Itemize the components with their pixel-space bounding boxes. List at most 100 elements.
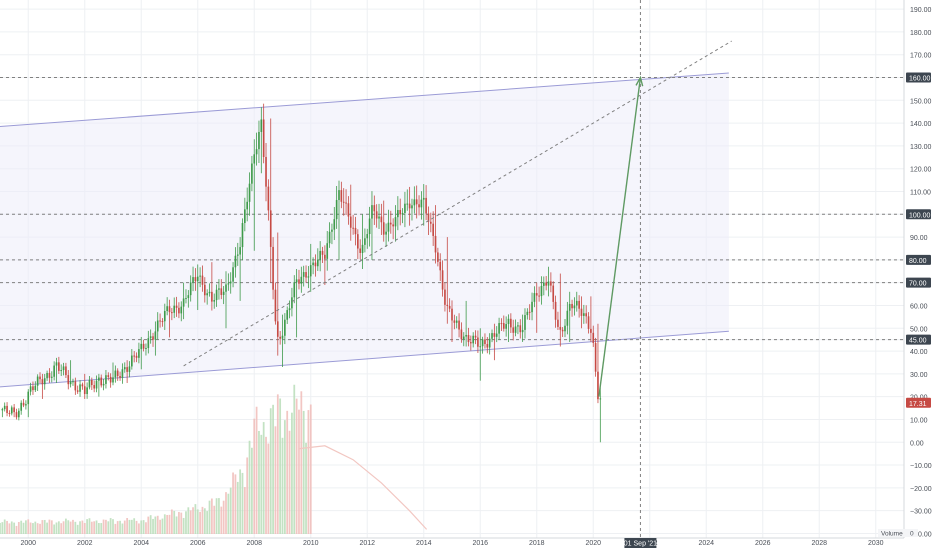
candle-body — [481, 339, 484, 347]
volume-bar — [185, 511, 187, 534]
candle-body — [458, 320, 460, 330]
candle-body — [460, 329, 463, 340]
candle-body — [535, 293, 538, 296]
volume-bar — [121, 523, 124, 534]
candle-body — [203, 284, 206, 296]
volume-bar — [293, 384, 296, 534]
candle-body — [288, 308, 291, 311]
candle-body — [225, 284, 227, 292]
volume-bar — [152, 518, 154, 534]
candle-body — [145, 348, 147, 350]
candle-body — [1, 409, 4, 411]
volume-bar — [182, 517, 185, 534]
candle-body — [521, 329, 524, 333]
candle-body — [347, 203, 350, 217]
candle-body — [74, 381, 77, 391]
candle-body — [175, 305, 178, 308]
candle-body — [578, 300, 580, 309]
volume-ma-line — [299, 445, 428, 530]
volume-bar — [154, 516, 157, 534]
last-price-label-box — [906, 397, 931, 408]
candle-body — [404, 203, 406, 213]
candle-body — [413, 199, 416, 206]
candle-body — [474, 335, 477, 338]
x-tick-label: 2008 — [246, 540, 262, 547]
candle-body — [429, 221, 432, 224]
channel-lower-line — [0, 330, 729, 388]
candle-body — [112, 377, 114, 383]
candle-body — [599, 398, 602, 400]
volume-bar — [213, 505, 216, 534]
candles — [1, 103, 602, 443]
volume-bar — [262, 422, 265, 534]
volume-bar — [88, 518, 91, 534]
candle-body — [420, 199, 423, 208]
candle-body — [147, 338, 150, 349]
candle-body — [484, 339, 486, 345]
volume-bar — [215, 498, 218, 534]
volume-bar — [119, 520, 121, 534]
candle-body — [192, 277, 194, 283]
candle-body — [109, 376, 112, 383]
time-axis[interactable]: 2000 2002 2004 2006 2008 2010 2012 2014 2016 2018… — [0, 529, 918, 548]
x-tick-label: 2014 — [416, 540, 432, 547]
volume-bar — [272, 404, 274, 534]
candle-body — [545, 282, 547, 286]
candle-body — [229, 281, 232, 284]
candle-body — [307, 276, 310, 278]
candle-body — [43, 378, 46, 385]
y-tick-label: 50.00 — [910, 326, 928, 333]
volume-bar — [145, 522, 147, 534]
y-tick-label: −20.00 — [910, 486, 932, 493]
level-label-45-text: 45.00 — [909, 338, 927, 345]
volume-bar — [13, 522, 16, 534]
candle-body — [206, 293, 208, 296]
level-label-70-text: 70.00 — [909, 281, 927, 288]
candle-body — [163, 311, 166, 322]
volume-bar — [69, 521, 72, 534]
candle-body — [295, 279, 298, 283]
candle-body — [366, 234, 369, 239]
candle-body — [500, 323, 503, 325]
candle-body — [60, 370, 63, 372]
volume-bar — [90, 521, 93, 534]
y-tick-label: −30.00 — [910, 509, 932, 516]
volume-bar — [0, 522, 1, 534]
candle-body — [540, 285, 543, 297]
candle-body — [131, 355, 133, 367]
channel-fill — [0, 72, 729, 387]
candle-body — [512, 327, 515, 333]
candle-body — [411, 205, 413, 209]
volume-bar — [50, 520, 53, 534]
volume-bar — [83, 522, 86, 534]
volume-bar — [309, 404, 312, 534]
candle-body — [472, 335, 475, 344]
candle-body — [547, 281, 550, 286]
volume-bar — [81, 520, 84, 534]
candle-body — [385, 231, 387, 235]
volume-bar — [22, 522, 25, 534]
volume-bar — [41, 520, 44, 534]
volume-bar — [246, 457, 249, 534]
candle-body — [455, 320, 458, 323]
volume-bar — [39, 523, 41, 534]
volume-bar — [86, 519, 88, 534]
price-axis[interactable]: 190.00 180.00 170.00 150.00 140.00 130.00 120.… — [903, 0, 932, 538]
level-label-80-text: 80.00 — [909, 258, 927, 265]
candle-body — [234, 255, 237, 268]
volume-bar — [53, 524, 56, 534]
candle-body — [349, 216, 352, 228]
candle-body — [526, 311, 529, 316]
volume-bar — [258, 430, 260, 534]
volume-bar — [130, 519, 133, 534]
candle-body — [93, 385, 95, 389]
drawings — [183, 0, 732, 538]
volume-bar — [218, 498, 220, 534]
candle-body — [34, 385, 37, 391]
candle-body — [248, 183, 251, 202]
candle-body — [284, 319, 286, 336]
volume-bar — [283, 420, 286, 534]
candle-body — [441, 270, 444, 290]
